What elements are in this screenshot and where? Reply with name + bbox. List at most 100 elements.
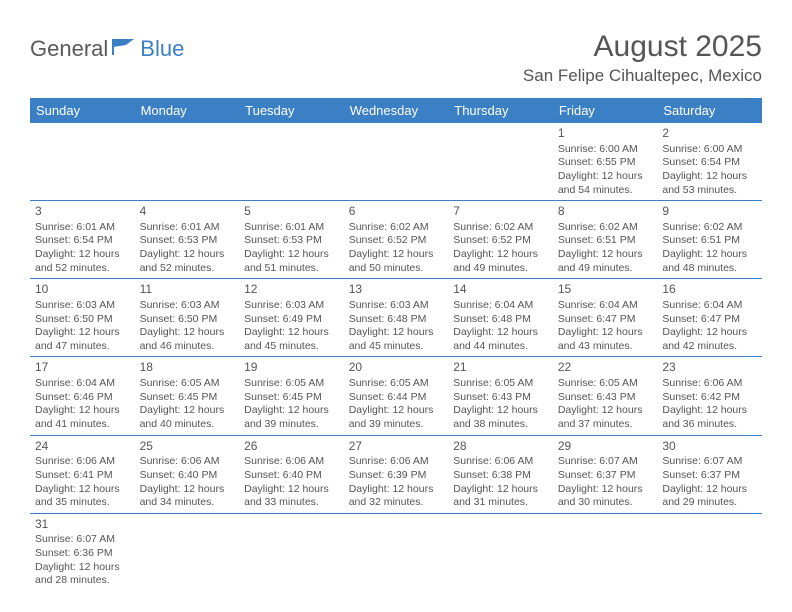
header: General Blue August 2025 San Felipe Cihu… bbox=[30, 30, 762, 86]
daylight-line: Daylight: 12 hours and 44 minutes. bbox=[453, 326, 548, 353]
sunset-line: Sunset: 6:41 PM bbox=[35, 469, 130, 483]
day-number: 8 bbox=[558, 204, 653, 220]
calendar-day: 27Sunrise: 6:06 AMSunset: 6:39 PMDayligh… bbox=[344, 435, 449, 513]
sunrise-line: Sunrise: 6:02 AM bbox=[453, 221, 548, 235]
sunset-line: Sunset: 6:44 PM bbox=[349, 391, 444, 405]
calendar-day: 26Sunrise: 6:06 AMSunset: 6:40 PMDayligh… bbox=[239, 435, 344, 513]
sunrise-line: Sunrise: 6:05 AM bbox=[558, 377, 653, 391]
sunrise-line: Sunrise: 6:01 AM bbox=[35, 221, 130, 235]
calendar-day: 4Sunrise: 6:01 AMSunset: 6:53 PMDaylight… bbox=[135, 201, 240, 279]
daylight-line: Daylight: 12 hours and 39 minutes. bbox=[349, 404, 444, 431]
sunset-line: Sunset: 6:36 PM bbox=[35, 547, 130, 561]
day-number: 13 bbox=[349, 282, 444, 298]
sunset-line: Sunset: 6:52 PM bbox=[349, 234, 444, 248]
daylight-line: Daylight: 12 hours and 36 minutes. bbox=[662, 404, 757, 431]
calendar-day: 20Sunrise: 6:05 AMSunset: 6:44 PMDayligh… bbox=[344, 357, 449, 435]
day-number: 27 bbox=[349, 439, 444, 455]
calendar-day: 23Sunrise: 6:06 AMSunset: 6:42 PMDayligh… bbox=[657, 357, 762, 435]
day-number: 26 bbox=[244, 439, 339, 455]
day-number: 29 bbox=[558, 439, 653, 455]
calendar-day: 24Sunrise: 6:06 AMSunset: 6:41 PMDayligh… bbox=[30, 435, 135, 513]
day-number: 11 bbox=[140, 282, 235, 298]
sunset-line: Sunset: 6:48 PM bbox=[349, 313, 444, 327]
day-number: 19 bbox=[244, 360, 339, 376]
sunrise-line: Sunrise: 6:06 AM bbox=[349, 455, 444, 469]
day-number: 16 bbox=[662, 282, 757, 298]
day-number: 7 bbox=[453, 204, 548, 220]
month-title: August 2025 bbox=[523, 30, 762, 64]
daylight-line: Daylight: 12 hours and 54 minutes. bbox=[558, 170, 653, 197]
sunrise-line: Sunrise: 6:05 AM bbox=[453, 377, 548, 391]
weekday-header: Monday bbox=[135, 98, 240, 123]
daylight-line: Daylight: 12 hours and 42 minutes. bbox=[662, 326, 757, 353]
daylight-line: Daylight: 12 hours and 28 minutes. bbox=[35, 561, 130, 588]
calendar-week: 24Sunrise: 6:06 AMSunset: 6:41 PMDayligh… bbox=[30, 435, 762, 513]
calendar-day: 6Sunrise: 6:02 AMSunset: 6:52 PMDaylight… bbox=[344, 201, 449, 279]
calendar-day-empty bbox=[448, 513, 553, 591]
day-number: 23 bbox=[662, 360, 757, 376]
calendar-week: 31Sunrise: 6:07 AMSunset: 6:36 PMDayligh… bbox=[30, 513, 762, 591]
calendar-week: 3Sunrise: 6:01 AMSunset: 6:54 PMDaylight… bbox=[30, 201, 762, 279]
sunset-line: Sunset: 6:53 PM bbox=[140, 234, 235, 248]
sunset-line: Sunset: 6:47 PM bbox=[662, 313, 757, 327]
sunrise-line: Sunrise: 6:06 AM bbox=[140, 455, 235, 469]
day-number: 17 bbox=[35, 360, 130, 376]
calendar-day-empty bbox=[344, 513, 449, 591]
day-number: 6 bbox=[349, 204, 444, 220]
calendar-day: 10Sunrise: 6:03 AMSunset: 6:50 PMDayligh… bbox=[30, 279, 135, 357]
sunset-line: Sunset: 6:54 PM bbox=[35, 234, 130, 248]
day-number: 14 bbox=[453, 282, 548, 298]
day-number: 31 bbox=[35, 517, 130, 533]
daylight-line: Daylight: 12 hours and 49 minutes. bbox=[558, 248, 653, 275]
weekday-header: Thursday bbox=[448, 98, 553, 123]
sunset-line: Sunset: 6:52 PM bbox=[453, 234, 548, 248]
sunset-line: Sunset: 6:43 PM bbox=[453, 391, 548, 405]
day-number: 25 bbox=[140, 439, 235, 455]
calendar-day: 5Sunrise: 6:01 AMSunset: 6:53 PMDaylight… bbox=[239, 201, 344, 279]
calendar-day: 16Sunrise: 6:04 AMSunset: 6:47 PMDayligh… bbox=[657, 279, 762, 357]
calendar-day-empty bbox=[135, 513, 240, 591]
sunset-line: Sunset: 6:46 PM bbox=[35, 391, 130, 405]
weekday-header: Tuesday bbox=[239, 98, 344, 123]
calendar-day: 7Sunrise: 6:02 AMSunset: 6:52 PMDaylight… bbox=[448, 201, 553, 279]
sunset-line: Sunset: 6:54 PM bbox=[662, 156, 757, 170]
sunrise-line: Sunrise: 6:04 AM bbox=[662, 299, 757, 313]
location: San Felipe Cihualtepec, Mexico bbox=[523, 66, 762, 86]
weekday-header: Wednesday bbox=[344, 98, 449, 123]
logo-text-general: General bbox=[30, 36, 108, 62]
daylight-line: Daylight: 12 hours and 33 minutes. bbox=[244, 483, 339, 510]
calendar-day-empty bbox=[657, 513, 762, 591]
sunrise-line: Sunrise: 6:03 AM bbox=[140, 299, 235, 313]
weekday-header: Saturday bbox=[657, 98, 762, 123]
day-number: 4 bbox=[140, 204, 235, 220]
sunset-line: Sunset: 6:51 PM bbox=[558, 234, 653, 248]
sunrise-line: Sunrise: 6:03 AM bbox=[349, 299, 444, 313]
daylight-line: Daylight: 12 hours and 30 minutes. bbox=[558, 483, 653, 510]
calendar-day: 14Sunrise: 6:04 AMSunset: 6:48 PMDayligh… bbox=[448, 279, 553, 357]
day-number: 28 bbox=[453, 439, 548, 455]
sunrise-line: Sunrise: 6:00 AM bbox=[558, 143, 653, 157]
calendar-body: 1Sunrise: 6:00 AMSunset: 6:55 PMDaylight… bbox=[30, 123, 762, 591]
sunset-line: Sunset: 6:45 PM bbox=[244, 391, 339, 405]
daylight-line: Daylight: 12 hours and 46 minutes. bbox=[140, 326, 235, 353]
daylight-line: Daylight: 12 hours and 39 minutes. bbox=[244, 404, 339, 431]
calendar-day: 13Sunrise: 6:03 AMSunset: 6:48 PMDayligh… bbox=[344, 279, 449, 357]
daylight-line: Daylight: 12 hours and 47 minutes. bbox=[35, 326, 130, 353]
calendar-day-empty bbox=[553, 513, 658, 591]
sunset-line: Sunset: 6:50 PM bbox=[35, 313, 130, 327]
sunrise-line: Sunrise: 6:07 AM bbox=[558, 455, 653, 469]
daylight-line: Daylight: 12 hours and 37 minutes. bbox=[558, 404, 653, 431]
calendar-day-empty bbox=[344, 123, 449, 201]
sunrise-line: Sunrise: 6:05 AM bbox=[140, 377, 235, 391]
calendar-day: 29Sunrise: 6:07 AMSunset: 6:37 PMDayligh… bbox=[553, 435, 658, 513]
sunset-line: Sunset: 6:55 PM bbox=[558, 156, 653, 170]
day-number: 30 bbox=[662, 439, 757, 455]
sunset-line: Sunset: 6:43 PM bbox=[558, 391, 653, 405]
sunrise-line: Sunrise: 6:02 AM bbox=[662, 221, 757, 235]
day-number: 5 bbox=[244, 204, 339, 220]
calendar-day: 30Sunrise: 6:07 AMSunset: 6:37 PMDayligh… bbox=[657, 435, 762, 513]
sunset-line: Sunset: 6:39 PM bbox=[349, 469, 444, 483]
calendar-day: 21Sunrise: 6:05 AMSunset: 6:43 PMDayligh… bbox=[448, 357, 553, 435]
daylight-line: Daylight: 12 hours and 48 minutes. bbox=[662, 248, 757, 275]
day-number: 22 bbox=[558, 360, 653, 376]
